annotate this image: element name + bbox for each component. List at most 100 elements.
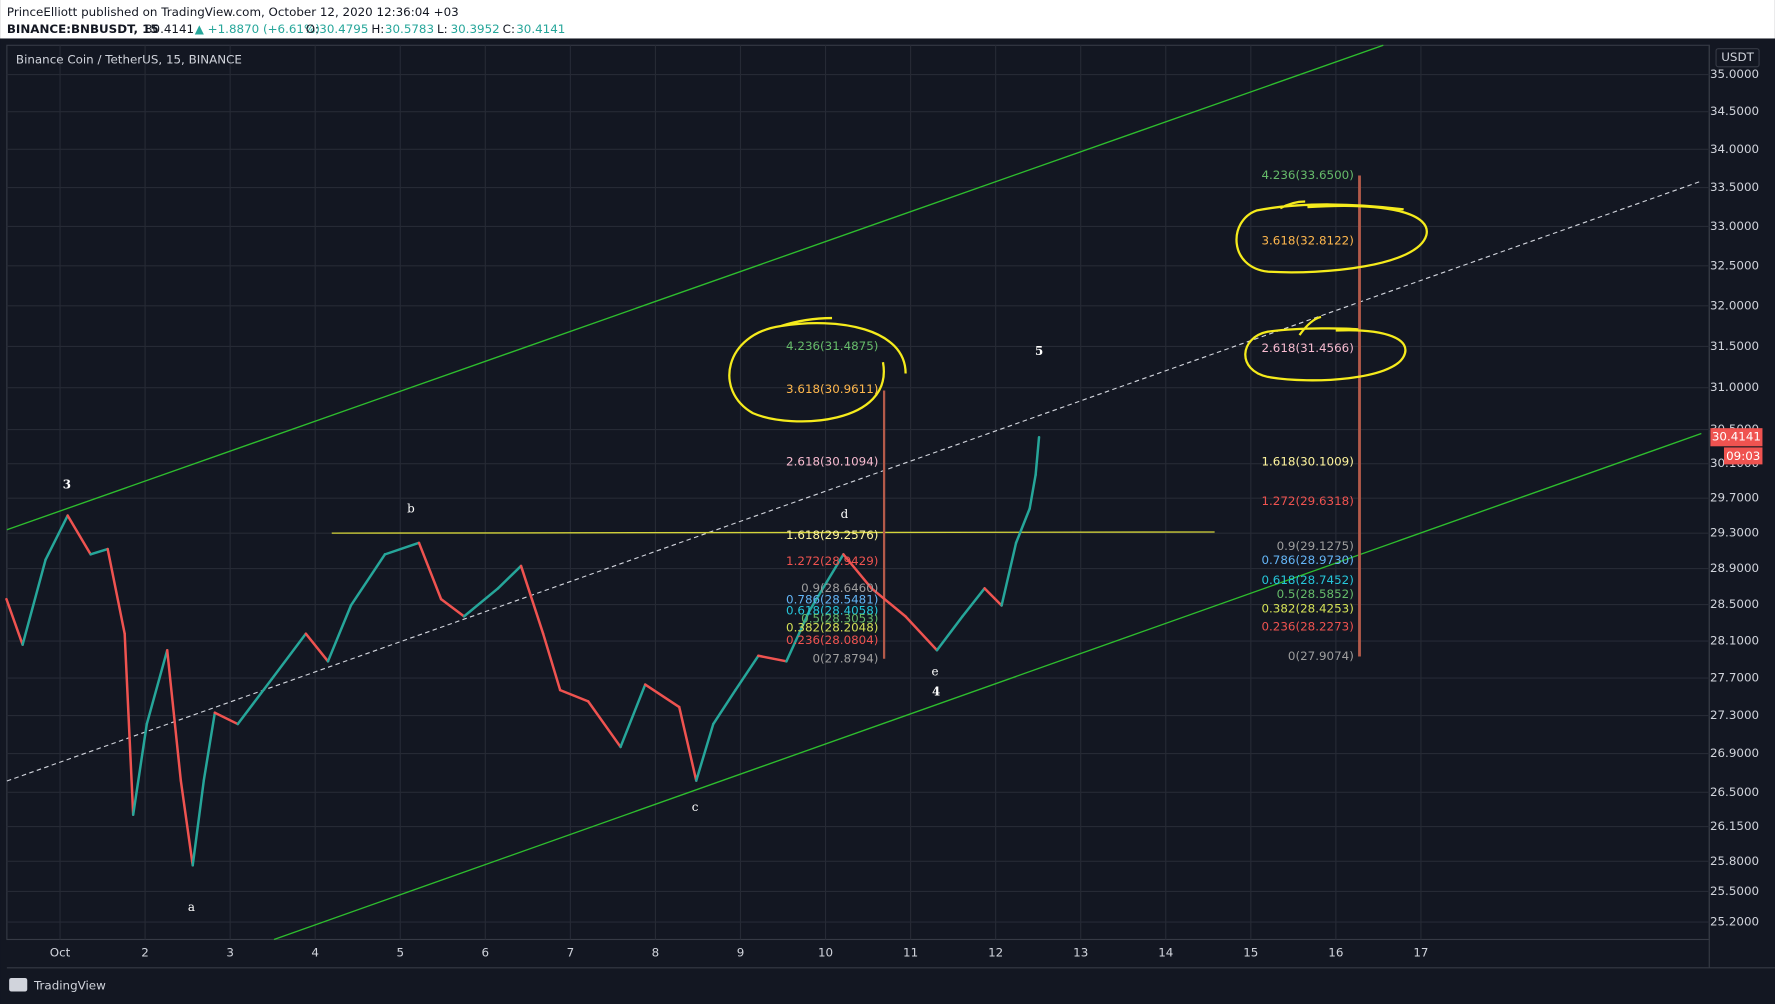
y-tick-label: 34.0000 bbox=[1710, 142, 1759, 156]
x-tick-label: 16 bbox=[1328, 946, 1343, 960]
price-segment bbox=[677, 705, 698, 782]
fib-label: 3.618(32.8122) bbox=[1261, 234, 1353, 248]
x-tick-label: 9 bbox=[737, 946, 745, 960]
price-segment bbox=[496, 564, 523, 590]
price-segment bbox=[870, 587, 907, 618]
price-segment bbox=[165, 648, 183, 782]
drawings bbox=[6, 44, 1702, 941]
price-segment bbox=[462, 587, 500, 618]
fib-label: 0.618(28.4058) bbox=[786, 604, 878, 618]
last-price-box bbox=[1710, 428, 1763, 447]
fib-label: 1.272(29.6318) bbox=[1261, 494, 1353, 508]
channel-upper bbox=[6, 44, 1384, 531]
wave-label: c bbox=[692, 800, 699, 814]
fib-label: 0.618(28.7452) bbox=[1261, 573, 1353, 587]
x-tick-label: 11 bbox=[903, 946, 918, 960]
price-segment bbox=[213, 711, 240, 726]
y-tick-label: 27.3000 bbox=[1710, 708, 1759, 722]
price-segment bbox=[1014, 507, 1031, 545]
footer: TradingView bbox=[33, 978, 106, 992]
ohlc: O: 30.4795 H: 30.5783 L: 30.3952 C: 30.4141 bbox=[306, 22, 566, 36]
fib-label: 0.9(29.1275) bbox=[1277, 539, 1354, 553]
header-bar bbox=[0, 0, 1775, 39]
price-segment bbox=[785, 609, 811, 663]
fib-label: 0.5(28.3053) bbox=[801, 612, 878, 626]
fib-labels: 4.236(31.4875) 3.618(30.9611) 2.618(30.109… bbox=[786, 168, 1354, 665]
chart-title: Binance Coin / TetherUS, 15, BINANCE bbox=[16, 52, 242, 66]
fib-label: 2.618(31.4566) bbox=[1261, 341, 1353, 355]
countdown-box bbox=[1723, 447, 1763, 465]
fib-label: 0.5(28.5852) bbox=[1277, 587, 1354, 601]
price-segment bbox=[66, 514, 92, 556]
ohlc-label: L: bbox=[437, 22, 448, 36]
y-tick-label: 33.5000 bbox=[1710, 180, 1759, 194]
price-segment bbox=[935, 615, 964, 652]
price-segment bbox=[304, 632, 330, 663]
x-tick-label: 12 bbox=[988, 946, 1003, 960]
wave-label: d bbox=[841, 507, 849, 521]
price-segment bbox=[586, 700, 622, 749]
y-tick-label: 29.3000 bbox=[1710, 526, 1759, 540]
horizontal-line bbox=[331, 531, 1215, 534]
wave-label: e bbox=[932, 664, 939, 678]
fib-label: 3.618(30.9611) bbox=[786, 382, 878, 396]
last: 30.4141 bbox=[145, 22, 194, 36]
fib-label: 0.786(28.9730) bbox=[1261, 553, 1353, 567]
grid bbox=[6, 45, 1710, 940]
channel-mid bbox=[6, 180, 1702, 782]
fib-label: 0.236(28.0804) bbox=[786, 633, 878, 647]
ohlc-value: 30.3952 bbox=[451, 22, 500, 36]
change: ▲ +1.8870 (+6.61%) bbox=[195, 22, 320, 36]
y-tick-label: 25.8000 bbox=[1710, 854, 1759, 868]
fib-label: 2.618(30.1094) bbox=[786, 454, 878, 468]
y-tick-label: 28.5000 bbox=[1710, 597, 1759, 611]
fib-label: 1.618(30.1009) bbox=[1261, 454, 1353, 468]
price-segment bbox=[191, 779, 206, 867]
highlight-circle bbox=[1235, 200, 1428, 274]
x-tick-label: 6 bbox=[482, 946, 490, 960]
x-tick-label: Oct bbox=[50, 946, 71, 960]
price-segment bbox=[326, 604, 353, 663]
price-segment bbox=[439, 597, 466, 618]
ohlc-label: H: bbox=[371, 22, 384, 36]
fib-label: 0(27.8794) bbox=[813, 651, 879, 665]
x-tick-label: 13 bbox=[1073, 946, 1088, 960]
price-segment bbox=[734, 654, 760, 692]
wave-labels: 3 a b c d e 4 5 bbox=[63, 344, 1044, 914]
y-tick-label: 26.9000 bbox=[1710, 746, 1759, 760]
y-tick-label: 27.7000 bbox=[1710, 671, 1759, 685]
price-segment bbox=[712, 688, 737, 726]
ohlc-value: 30.4795 bbox=[319, 22, 368, 36]
y-tick-label: 25.5000 bbox=[1710, 884, 1759, 898]
fib-label: 4.236(31.4875) bbox=[786, 339, 878, 353]
price-segment bbox=[89, 547, 109, 556]
price-segment bbox=[5, 597, 24, 646]
x-tick-label: 17 bbox=[1413, 946, 1428, 960]
wave-label: 4 bbox=[932, 685, 940, 699]
x-tick-label: 15 bbox=[1243, 946, 1258, 960]
highlight-circle bbox=[728, 316, 907, 423]
ohlc-value: 30.5783 bbox=[385, 22, 434, 36]
price-segment bbox=[106, 547, 126, 635]
wave-label: 3 bbox=[63, 478, 71, 492]
x-tick-label: 8 bbox=[652, 946, 660, 960]
currency-box bbox=[1715, 48, 1760, 68]
fib-label: 0.382(28.2048) bbox=[786, 621, 878, 635]
highlight-circle bbox=[1244, 315, 1407, 382]
ohlc-label: C: bbox=[503, 22, 515, 36]
price-segment bbox=[1034, 435, 1041, 477]
x-tick-label: 7 bbox=[567, 946, 575, 960]
price-segment bbox=[123, 632, 135, 816]
wave-label: a bbox=[188, 900, 195, 914]
price-segment bbox=[695, 722, 715, 782]
price-segment bbox=[842, 553, 873, 590]
price-segment bbox=[21, 558, 47, 646]
y-tick-label: 25.2000 bbox=[1710, 915, 1759, 929]
price-segment bbox=[349, 553, 387, 607]
x-tick-label: 4 bbox=[311, 946, 319, 960]
price-segment bbox=[1000, 541, 1018, 607]
price-segment bbox=[643, 683, 681, 709]
countdown: 09:03 bbox=[1726, 449, 1760, 463]
price-series bbox=[5, 435, 1041, 867]
fib-label: 0.9(28.6460) bbox=[801, 581, 878, 595]
